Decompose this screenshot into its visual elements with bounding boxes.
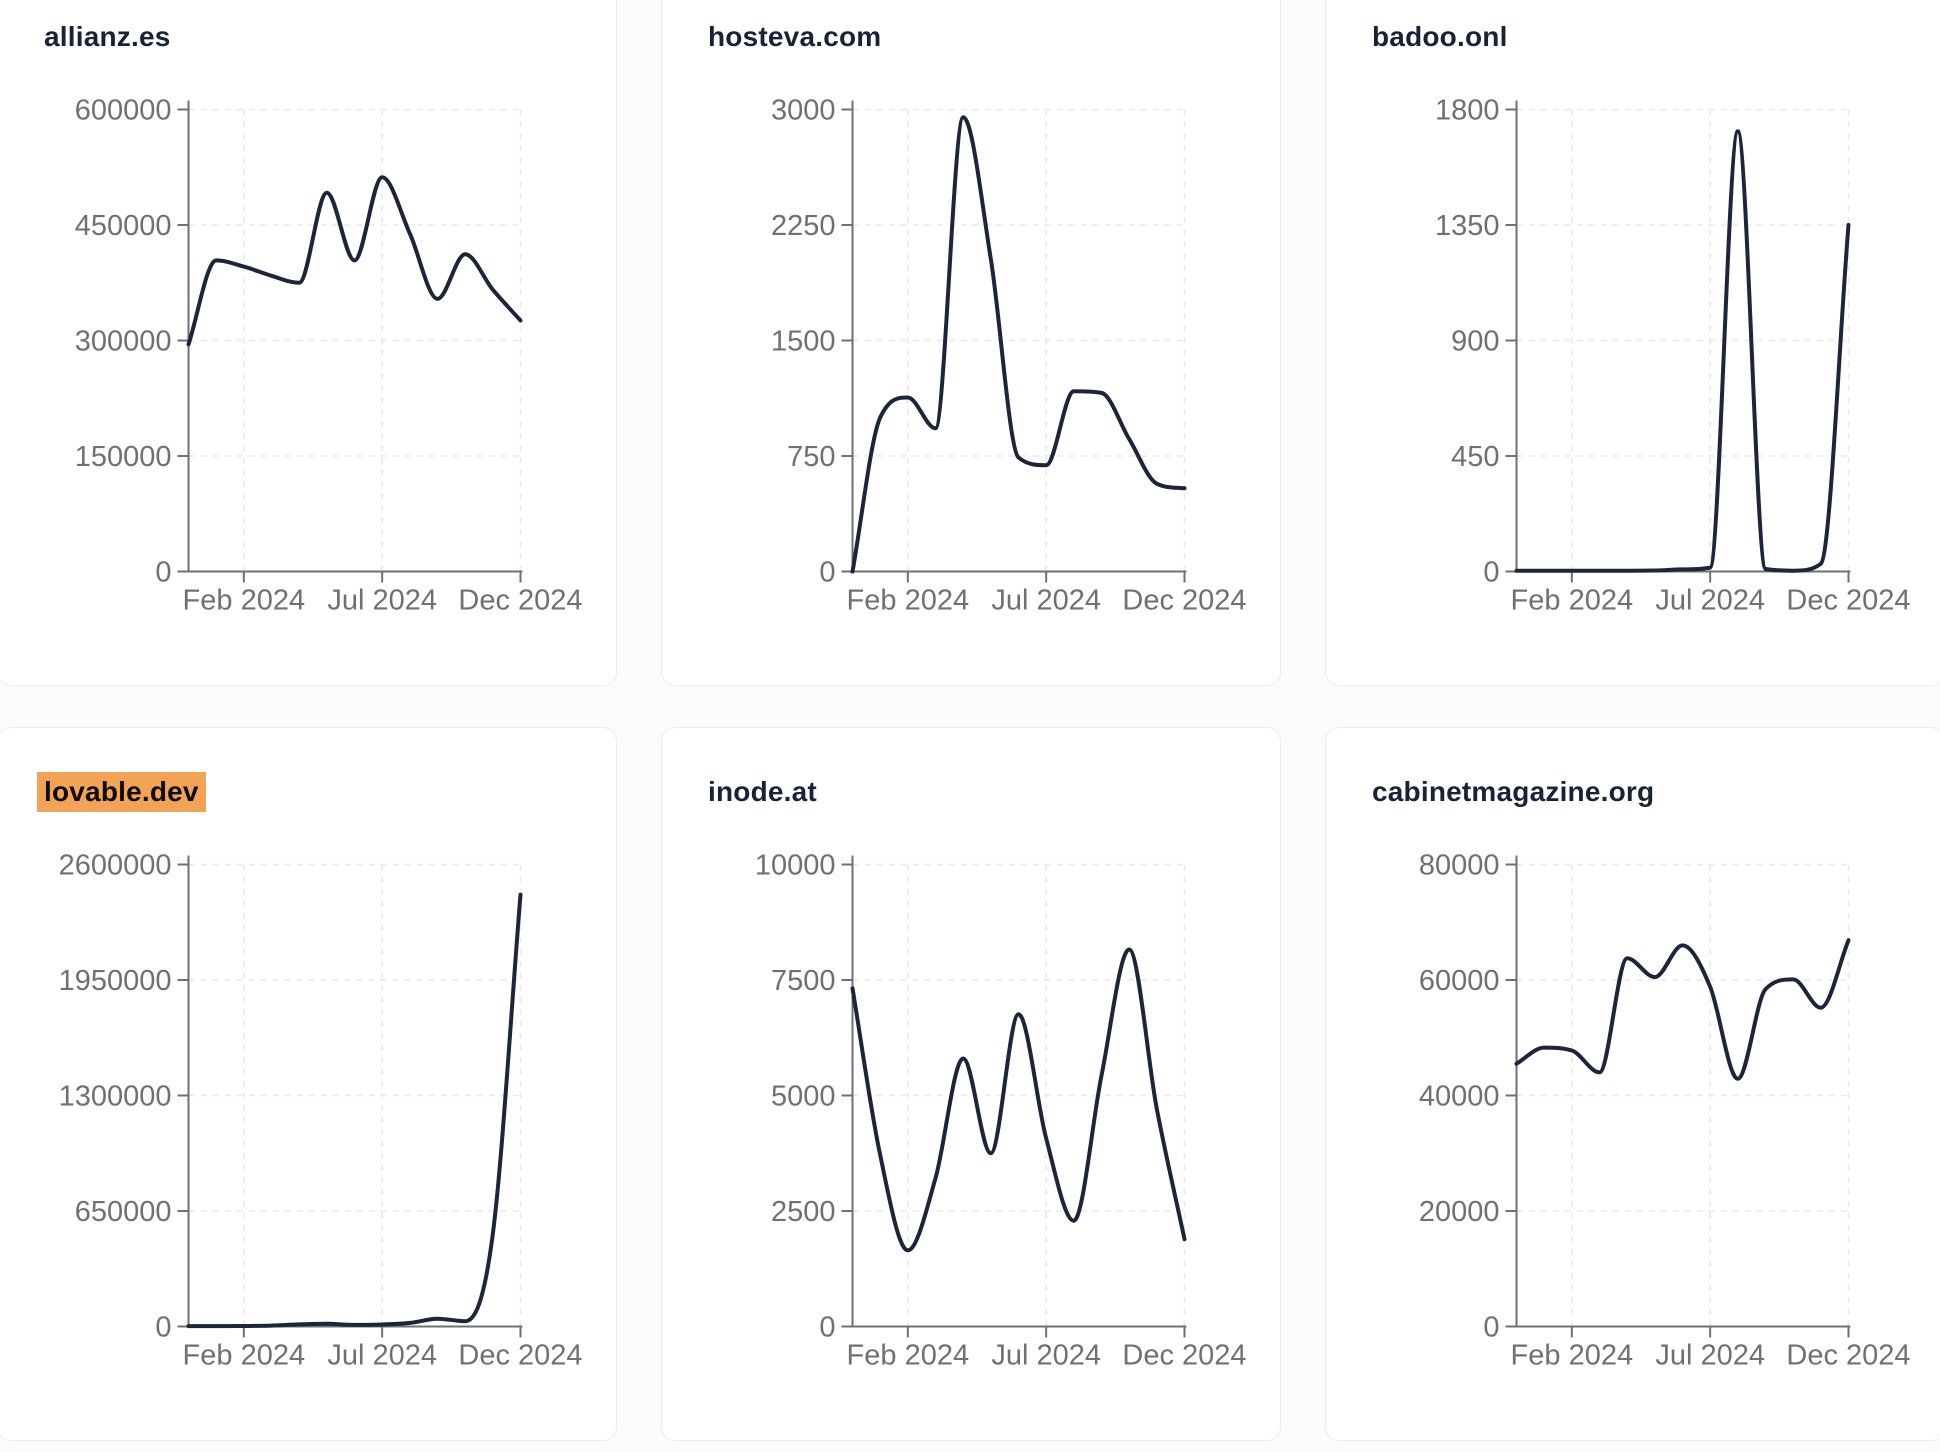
chart-title: hosteva.com [708,21,881,53]
chart-card-cabinetmagazine[interactable]: cabinetmagazine.org 0 20000 40000 60000 8000… [1325,727,1940,1441]
x-tick-label: Dec 2024 [1786,585,1910,617]
chart-title: inode.at [708,776,817,808]
series-line [186,892,523,1329]
x-tick-label: Jul 2024 [327,585,437,617]
chart-card-badoo[interactable]: badoo.onl 0 450 900 1350 1800 Feb 2024 Jul 202… [1325,0,1940,686]
series-line [850,115,1187,574]
y-tick-label: 0 [819,1312,835,1344]
x-tick-label: Feb 2024 [847,1340,970,1372]
series-line [850,947,1187,1253]
x-tick-label: Jul 2024 [991,585,1101,617]
y-tick-label: 2500 [771,1196,836,1228]
y-tick-label: 450000 [75,210,172,242]
y-tick-label: 1350 [1435,210,1500,242]
chart-title: badoo.onl [1372,21,1508,53]
y-tick-label: 1950000 [59,965,172,997]
chart-card-allianz[interactable]: allianz.es 0 150000 300000 450000 600000 Feb … [0,0,617,686]
domain-label: badoo.onl [1372,21,1508,52]
y-tick-label: 2600000 [59,850,172,882]
line-chart[interactable]: 0 650000 1300000 1950000 2600000 Feb 2024 Jul … [0,728,618,1442]
y-tick-label: 0 [1483,1312,1499,1344]
x-tick-label: Jul 2024 [1655,1340,1765,1372]
domain-label: cabinetmagazine.org [1372,776,1655,807]
y-tick-label: 450 [1451,441,1499,473]
chart-title: cabinetmagazine.org [1372,776,1654,808]
y-tick-label: 0 [819,557,835,589]
domain-label: hosteva.com [708,21,882,52]
domain-label: inode.at [708,776,817,807]
y-tick-label: 300000 [75,326,172,358]
x-tick-label: Dec 2024 [1122,1340,1246,1372]
x-tick-label: Feb 2024 [847,585,970,617]
y-tick-label: 1800 [1435,95,1500,127]
y-tick-label: 1500 [771,326,836,358]
series-line [1514,129,1851,573]
x-tick-label: Jul 2024 [991,1340,1101,1372]
y-tick-label: 1300000 [59,1081,172,1113]
y-tick-label: 600000 [75,95,172,127]
domain-label: allianz.es [44,21,171,52]
y-tick-label: 750 [787,441,835,473]
x-tick-label: Feb 2024 [183,585,306,617]
series-line [186,175,523,347]
chart-card-lovable[interactable]: lovable.dev 0 650000 1300000 1950000 2600000… [0,727,617,1441]
chart-title: lovable.dev [37,772,206,812]
y-tick-label: 60000 [1419,965,1500,997]
x-tick-label: Dec 2024 [458,585,582,617]
y-tick-label: 900 [1451,326,1499,358]
line-chart[interactable]: 0 20000 40000 60000 80000 Feb 2024 Jul 2024 Dec… [1326,728,1940,1442]
line-chart[interactable]: 0 150000 300000 450000 600000 Feb 2024 Jul 202… [0,0,618,687]
y-tick-label: 80000 [1419,850,1500,882]
x-tick-label: Jul 2024 [1655,585,1765,617]
x-tick-label: Dec 2024 [1786,1340,1910,1372]
y-tick-label: 650000 [75,1196,172,1228]
x-tick-label: Feb 2024 [183,1340,306,1372]
chart-title: allianz.es [44,21,171,53]
x-tick-label: Feb 2024 [1511,585,1634,617]
chart-card-inode[interactable]: inode.at 0 2500 5000 7500 10000 Feb 2024 Jul 2… [661,727,1281,1441]
line-chart[interactable]: 0 450 900 1350 1800 Feb 2024 Jul 2024 Dec 2024 [1326,0,1940,687]
series-line [1514,938,1851,1081]
y-tick-label: 150000 [75,441,172,473]
x-tick-label: Feb 2024 [1511,1340,1634,1372]
y-tick-label: 5000 [771,1081,836,1113]
y-tick-label: 40000 [1419,1081,1500,1113]
line-chart[interactable]: 0 2500 5000 7500 10000 Feb 2024 Jul 2024 Dec 20… [662,728,1282,1442]
y-tick-label: 0 [155,557,171,589]
domain-label-highlighted: lovable.dev [37,772,206,812]
chart-card-hosteva[interactable]: hosteva.com 0 750 1500 2250 3000 Feb 2024 Jul … [661,0,1281,686]
y-tick-label: 3000 [771,95,836,127]
x-tick-label: Dec 2024 [458,1340,582,1372]
y-tick-label: 20000 [1419,1196,1500,1228]
y-tick-label: 0 [155,1312,171,1344]
y-tick-label: 10000 [755,850,836,882]
x-tick-label: Dec 2024 [1122,585,1246,617]
line-chart[interactable]: 0 750 1500 2250 3000 Feb 2024 Jul 2024 Dec 2024 [662,0,1282,687]
x-tick-label: Jul 2024 [327,1340,437,1372]
y-tick-label: 7500 [771,965,836,997]
y-tick-label: 0 [1483,557,1499,589]
y-tick-label: 2250 [771,210,836,242]
